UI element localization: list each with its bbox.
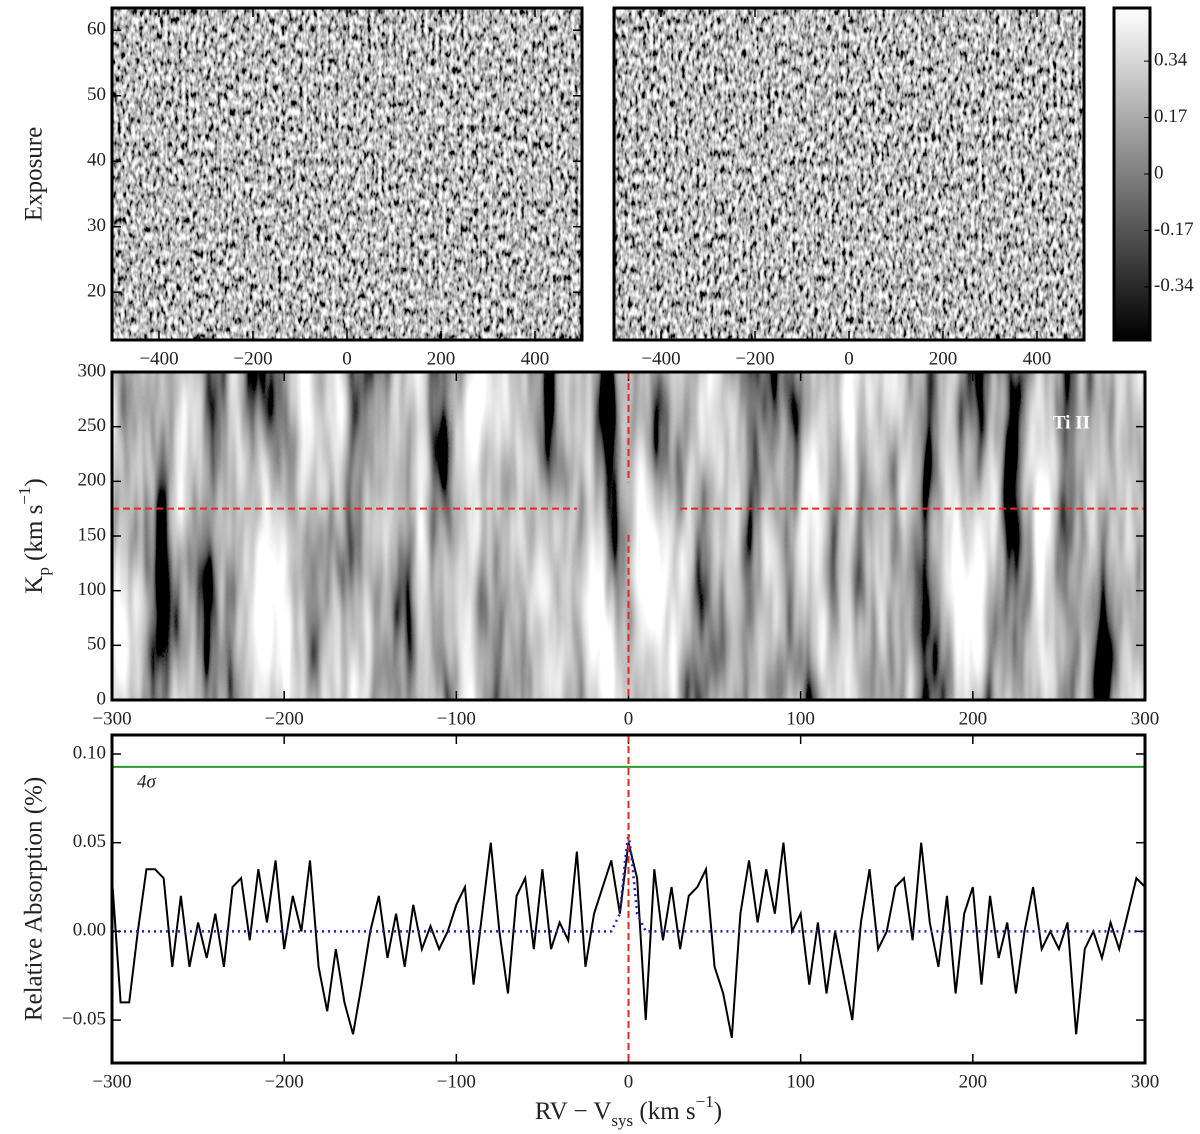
- frame: [110, 6, 584, 342]
- y-tick-label: -0.17: [1154, 219, 1194, 240]
- x-tick-label: 0: [844, 348, 854, 369]
- y-axis-label: Kp (km s−1): [15, 478, 53, 593]
- y-tick-label: 300: [78, 360, 107, 381]
- x-tick-label: 200: [427, 348, 456, 369]
- x-axis-label-part: sys: [611, 1111, 633, 1130]
- x-tick-label: −200: [233, 348, 272, 369]
- y-tick-label: 0.17: [1154, 106, 1187, 127]
- y-axis-label-part: −1: [15, 487, 34, 505]
- x-tick-label: 0: [342, 348, 352, 369]
- y-tick-label: 60: [87, 19, 106, 40]
- x-tick-label: −100: [437, 708, 476, 729]
- y-tick-label: 0.34: [1154, 49, 1188, 70]
- y-tick-label: 0: [1154, 162, 1164, 183]
- x-tick-label: −400: [641, 348, 680, 369]
- x-tick-label: 400: [521, 348, 550, 369]
- series-line: [112, 833, 1145, 933]
- x-tick-label: 300: [1131, 708, 1160, 729]
- y-axis-label: Relative Absorption (%): [21, 777, 48, 1021]
- x-axis-label-part: RV − V: [535, 1098, 611, 1125]
- x-tick-label: 100: [786, 708, 815, 729]
- frame: [110, 370, 1147, 702]
- x-tick-label: −100: [437, 1071, 476, 1092]
- threshold-label: 4σ: [137, 771, 157, 792]
- x-tick-label: −200: [265, 1071, 304, 1092]
- y-axis-label-part: (km s: [21, 505, 48, 568]
- x-axis-label-part: ): [714, 1098, 722, 1125]
- x-axis-label: RV − Vsys (km s−1): [535, 1092, 722, 1130]
- x-tick-label: 200: [929, 348, 958, 369]
- y-axis-label: Exposure: [21, 127, 48, 221]
- y-tick-label: 30: [87, 215, 106, 236]
- y-tick-label: 0: [97, 688, 107, 709]
- y-tick-label: 0.05: [73, 831, 106, 852]
- y-axis-label-part: p: [34, 567, 53, 576]
- y-tick-label: 100: [78, 579, 107, 600]
- x-tick-label: −200: [735, 348, 774, 369]
- x-tick-label: −300: [92, 708, 131, 729]
- heatmap-texture: [112, 8, 582, 340]
- frame: [612, 6, 1086, 342]
- y-axis-label-part: K: [21, 576, 48, 594]
- x-axis-label-part: (km s: [633, 1098, 696, 1125]
- x-tick-label: 100: [786, 1071, 815, 1092]
- x-tick-label: −400: [139, 348, 178, 369]
- x-tick-label: 200: [959, 708, 988, 729]
- x-tick-label: −300: [92, 1071, 131, 1092]
- x-tick-label: 200: [959, 1071, 988, 1092]
- y-tick-label: 40: [87, 150, 106, 171]
- x-axis-label-part: −1: [696, 1092, 714, 1111]
- frame: [1112, 6, 1152, 342]
- y-tick-label: 0.10: [73, 742, 106, 763]
- y-tick-label: 150: [78, 524, 107, 545]
- y-tick-label: 50: [87, 84, 106, 105]
- annotation: Ti II: [1053, 412, 1090, 433]
- y-tick-label: 250: [78, 415, 107, 436]
- series-line: [112, 842, 1145, 1039]
- y-tick-label: 200: [78, 470, 107, 491]
- y-tick-label: 20: [87, 281, 106, 302]
- x-tick-label: 0: [624, 708, 634, 729]
- x-tick-label: 400: [1023, 348, 1052, 369]
- x-tick-label: 0: [624, 1071, 634, 1092]
- x-tick-label: −200: [265, 708, 304, 729]
- heatmap-texture: [614, 8, 1084, 340]
- frame: [110, 733, 1147, 1065]
- x-tick-label: 300: [1131, 1071, 1160, 1092]
- y-tick-label: −0.05: [62, 1008, 106, 1029]
- y-tick-label: -0.34: [1154, 275, 1194, 296]
- y-axis-label-part: ): [21, 478, 48, 486]
- y-tick-label: 0.00: [73, 920, 106, 941]
- y-tick-label: 50: [87, 634, 106, 655]
